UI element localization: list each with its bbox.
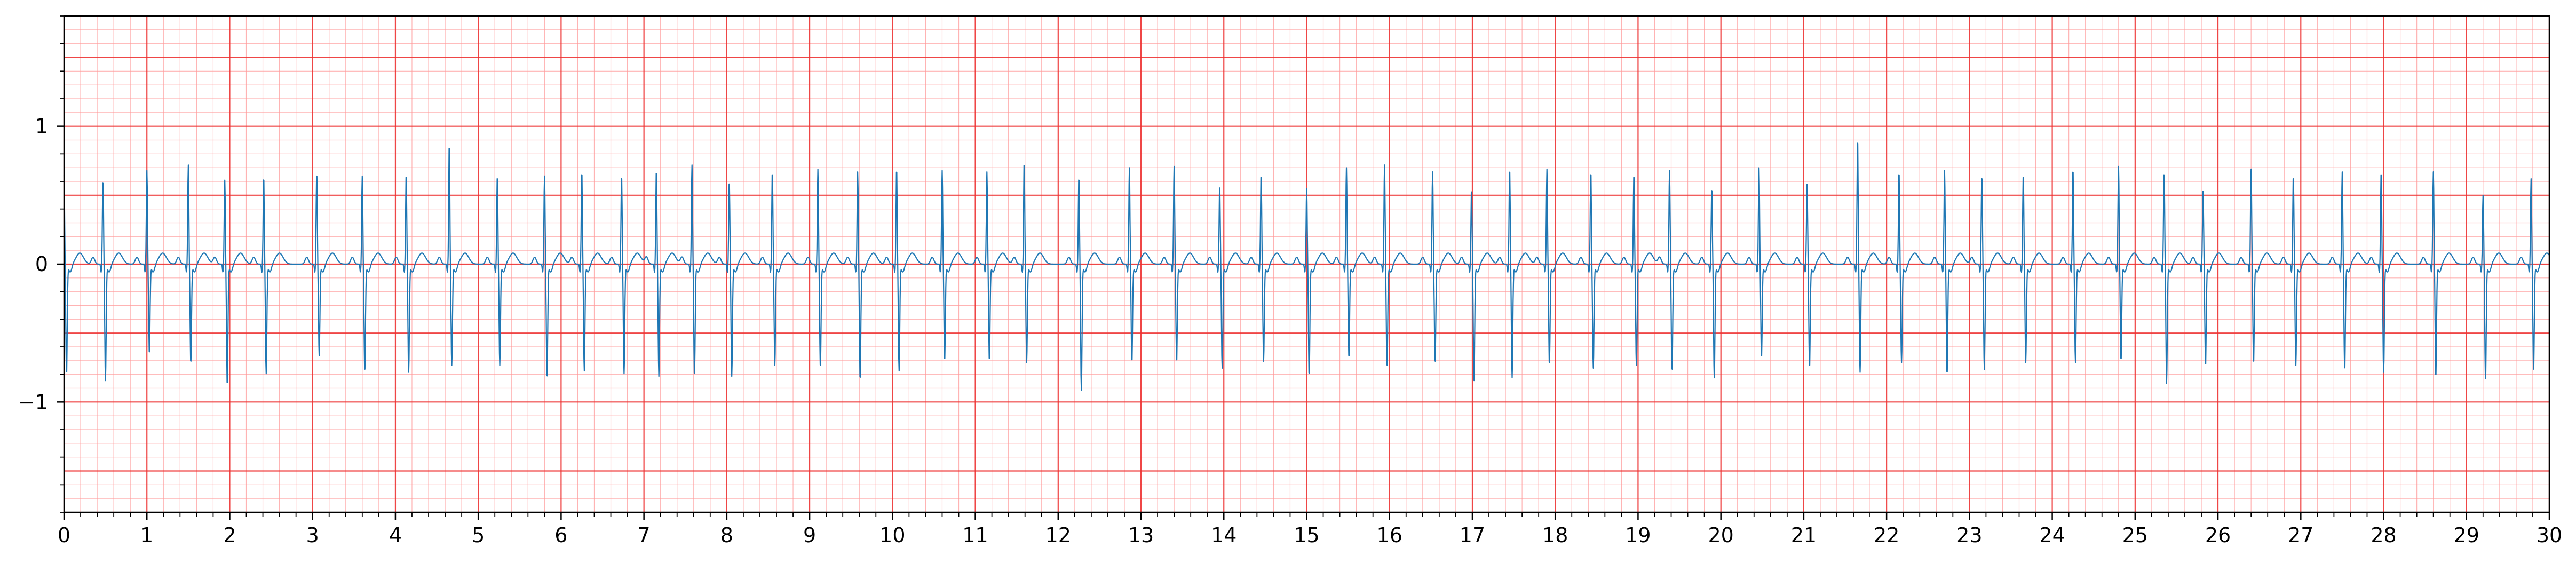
x-tick-label: 22 [1874, 524, 1899, 547]
x-tick-label: 7 [638, 524, 651, 547]
x-tick-label: 19 [1625, 524, 1651, 547]
y-tick-label: 1 [35, 115, 48, 138]
x-tick-label: 14 [1211, 524, 1237, 547]
y-tick-label: 0 [35, 252, 48, 276]
x-tick-label: 25 [2122, 524, 2148, 547]
x-tick-label: 18 [1542, 524, 1568, 547]
x-tick-label: 20 [1708, 524, 1733, 547]
x-tick-label: 5 [472, 524, 485, 547]
x-tick-label: 12 [1045, 524, 1071, 547]
x-tick-label: 24 [2039, 524, 2065, 547]
y-tick-label: −1 [18, 390, 48, 414]
x-tick-label: 3 [306, 524, 319, 547]
x-tick-label: 15 [1294, 524, 1319, 547]
x-tick-label: 21 [1791, 524, 1817, 547]
x-tick-label: 11 [962, 524, 988, 547]
x-tick-label: 29 [2454, 524, 2479, 547]
x-tick-label: 17 [1460, 524, 1485, 547]
x-tick-label: 28 [2371, 524, 2396, 547]
x-tick-label: 10 [879, 524, 905, 547]
x-tick-label: 26 [2205, 524, 2231, 547]
x-tick-label: 9 [803, 524, 816, 547]
x-tick-label: 2 [223, 524, 236, 547]
x-tick-label: 4 [389, 524, 402, 547]
x-tick-label: 16 [1377, 524, 1402, 547]
x-tick-label: 27 [2288, 524, 2313, 547]
x-tick-label: 1 [140, 524, 153, 547]
x-tick-label: 6 [554, 524, 567, 547]
x-tick-label: 8 [720, 524, 733, 547]
x-tick-label: 13 [1128, 524, 1154, 547]
x-tick-label: 23 [1956, 524, 1982, 547]
x-tick-label: 0 [58, 524, 70, 547]
x-tick-label: 30 [2537, 524, 2562, 547]
